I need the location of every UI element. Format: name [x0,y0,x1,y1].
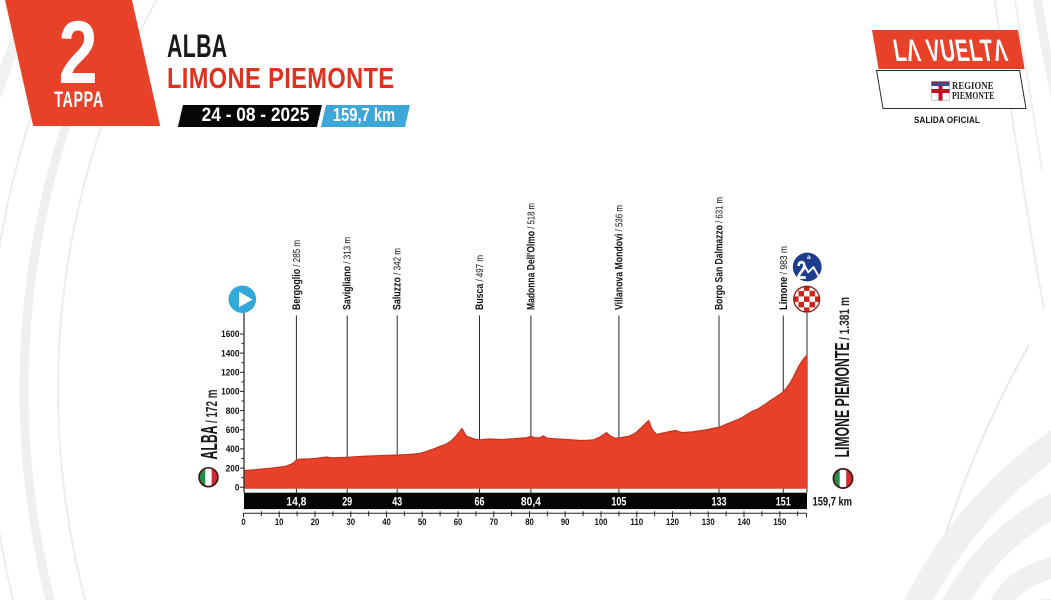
svg-text:Madonna Dell'Olmo / 518 m: Madonna Dell'Olmo / 518 m [525,203,537,310]
svg-text:130: 130 [702,517,715,527]
svg-text:140: 140 [738,517,751,527]
svg-text:40: 40 [382,517,391,527]
svg-text:66: 66 [475,494,485,508]
svg-text:ALBA: ALBA [196,426,222,460]
svg-text:0: 0 [235,482,240,492]
svg-text:43: 43 [392,494,402,508]
svg-text:150: 150 [773,517,786,527]
svg-text:159,7 km: 159,7 km [813,494,853,508]
svg-text:110: 110 [630,517,643,527]
svg-text:151: 151 [776,494,791,508]
svg-text:14,8: 14,8 [286,494,306,508]
svg-text:200: 200 [226,463,240,473]
svg-text:800: 800 [226,406,240,416]
svg-text:20: 20 [311,517,320,527]
svg-text:/ 172 m: / 172 m [204,390,221,424]
svg-text:Busca / 497 m: Busca / 497 m [474,255,486,310]
svg-text:Villanova Mondovì / 536 m: Villanova Mondovì / 536 m [613,205,625,310]
svg-text:1400: 1400 [221,348,239,358]
svg-text:Bergoglio / 285 m: Bergoglio / 285 m [291,240,303,310]
svg-text:80: 80 [525,517,534,527]
svg-text:29: 29 [342,494,352,508]
svg-text:Limone / 983 m: Limone / 983 m [778,246,790,310]
svg-text:1600: 1600 [221,329,239,339]
svg-text:133: 133 [712,494,727,508]
svg-text:105: 105 [611,494,626,508]
svg-text:90: 90 [561,517,570,527]
svg-text:LIMONE PIEMONTE: LIMONE PIEMONTE [832,343,854,458]
svg-text:600: 600 [226,425,240,435]
svg-text:100: 100 [595,517,608,527]
svg-text:30: 30 [347,517,356,527]
svg-text:ª: ª [807,255,811,266]
svg-text:120: 120 [666,517,679,527]
svg-text:Savigliano / 313 m: Savigliano / 313 m [342,237,354,310]
svg-text:10: 10 [275,517,284,527]
svg-text:400: 400 [226,444,240,454]
svg-text:80,4: 80,4 [521,494,541,508]
svg-text:70: 70 [490,517,499,527]
svg-text:1200: 1200 [221,368,239,378]
svg-text:50: 50 [418,517,427,527]
svg-text:0: 0 [241,517,245,527]
svg-text:Saluzzo / 342 m: Saluzzo / 342 m [392,248,404,310]
svg-text:Borgo San Dalmazzo / 631 m: Borgo San Dalmazzo / 631 m [714,197,726,310]
svg-text:60: 60 [454,517,463,527]
svg-text:/ 1.381 m: / 1.381 m [837,297,852,340]
svg-text:1000: 1000 [221,387,239,397]
